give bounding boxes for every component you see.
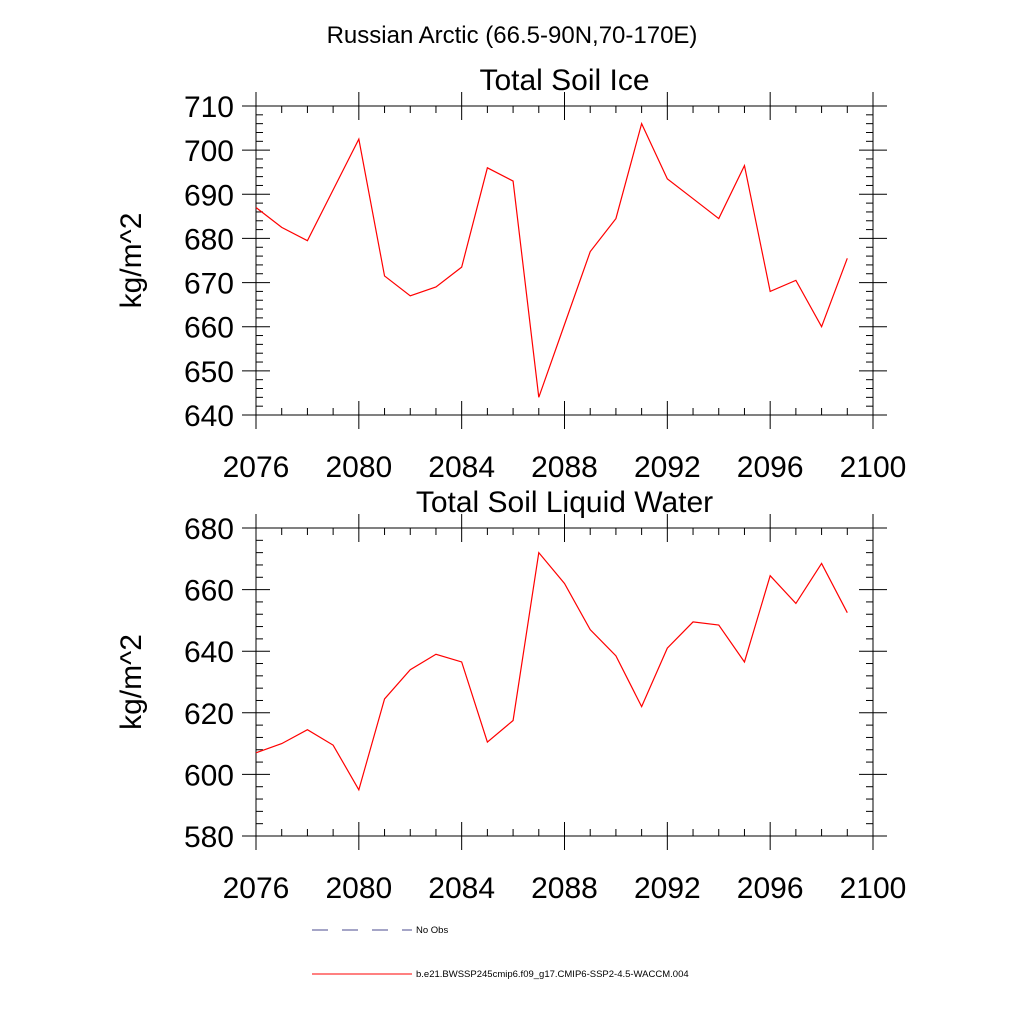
x-tick-label: 2100	[840, 872, 907, 905]
x-tick-label: 2084	[428, 451, 495, 484]
y-tick-label: 660	[184, 575, 234, 608]
legend-label-1: No Obs	[416, 925, 448, 936]
y-tick-label: 600	[184, 759, 234, 792]
x-tick-label: 2100	[840, 451, 907, 484]
series-line-1	[255, 551, 848, 792]
x-tick-label: 2080	[325, 872, 392, 905]
y-tick-label: 650	[184, 356, 234, 389]
y-tick-label: 680	[184, 223, 234, 256]
y-tick-label: 640	[184, 636, 234, 669]
y-tick-label: 680	[184, 513, 234, 546]
legend: No Obs b.e21.BWSSP245cmip6.f09_g17.CMIP6-…	[312, 925, 689, 980]
y-tick-label: 700	[184, 135, 234, 168]
y-tick-label: 690	[184, 179, 234, 212]
y-tick-label: 620	[184, 698, 234, 731]
chart-title: Total Soil Liquid Water	[416, 486, 713, 519]
y-tick-label: 710	[184, 91, 234, 124]
x-tick-label: 2096	[737, 872, 804, 905]
y-tick-label: 640	[184, 400, 234, 433]
legend-label-2: b.e21.BWSSP245cmip6.f09_g17.CMIP6-SSP2-4…	[416, 969, 689, 980]
chart-title: Total Soil Ice	[479, 64, 649, 97]
plot-frame	[255, 105, 874, 416]
x-tick-label: 2096	[737, 451, 804, 484]
x-tick-label: 2088	[531, 451, 598, 484]
x-tick-label: 2092	[634, 872, 701, 905]
y-axis-label: kg/m^2	[115, 634, 148, 730]
series-line-1	[255, 121, 848, 398]
chart-panels: Total Soil Ice kg/m^2 2076 2080 2084 2088 2092…	[115, 64, 906, 905]
figure-suptitle: Russian Arctic (66.5-90N,70-170E)	[327, 22, 698, 49]
x-tick-label: 2076	[223, 872, 290, 905]
y-tick-label: 670	[184, 268, 234, 301]
y-tick-label: 580	[184, 821, 234, 854]
x-tick-label: 2076	[223, 451, 290, 484]
plot-frame	[255, 527, 874, 837]
chart-panel-2: Total Soil Liquid Water kg/m^2 2076 2080 208…	[115, 486, 906, 905]
x-tick-label: 2092	[634, 451, 701, 484]
y-axis-label: kg/m^2	[115, 213, 148, 309]
x-tick-label: 2080	[325, 451, 392, 484]
y-tick-label: 660	[184, 312, 234, 345]
x-tick-label: 2084	[428, 872, 495, 905]
chart-panel-1: Total Soil Ice kg/m^2 2076 2080 2084 2088 2092…	[115, 64, 906, 484]
x-tick-label: 2088	[531, 872, 598, 905]
